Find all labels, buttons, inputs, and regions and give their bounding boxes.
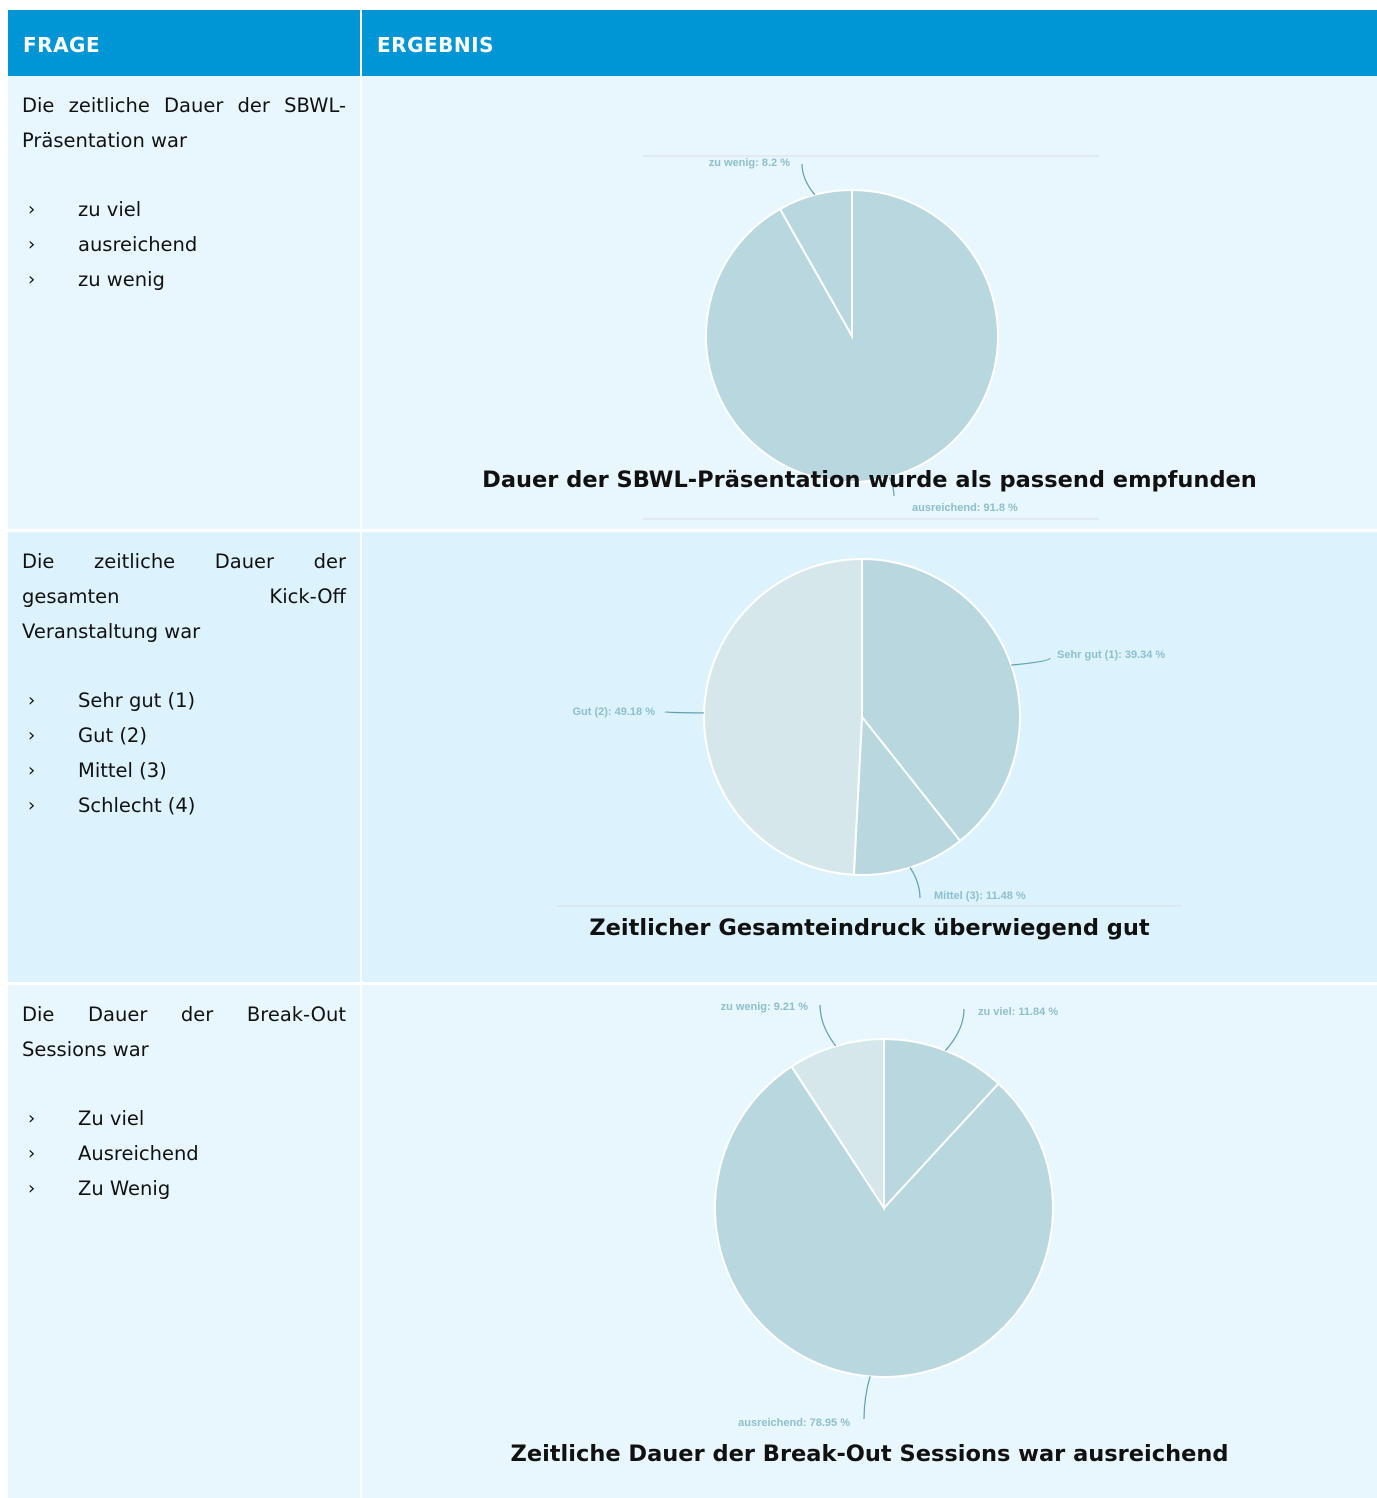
header-question-cell: FRAGE [8, 10, 362, 76]
chart-caption: Zeitlicher Gesamteindruck überwiegend gu… [589, 915, 1150, 941]
option-label: Mittel (3) [78, 759, 167, 782]
table-row: Die zeitliche Dauer der gesamten Kick-Of… [8, 532, 1377, 985]
list-item: › Gut (2) [22, 718, 346, 753]
pie-slice [778, 188, 853, 340]
question-line: Die Dauer der Break-Out [22, 1003, 346, 1026]
question-line: Präsentation war [22, 129, 187, 152]
data-label: ausreichend: 78.95 % [738, 1417, 850, 1429]
option-label: Zu Wenig [78, 1177, 171, 1200]
question-cell: Die Dauer der Break-Out Sessions war › Zu… [8, 985, 362, 1498]
leader-line [944, 1008, 965, 1051]
leader-line [909, 867, 921, 899]
list-item: › Zu Wenig [22, 1171, 346, 1206]
header-result-label: ERGEBNIS [377, 33, 494, 57]
list-item: › Schlecht (4) [22, 788, 346, 823]
chevron-right-icon: › [28, 760, 36, 781]
question-line: Sessions war [22, 1038, 149, 1061]
list-item: › Mittel (3) [22, 753, 346, 788]
list-item: › zu wenig [22, 262, 346, 297]
chevron-right-icon: › [28, 234, 36, 255]
option-label: Ausreichend [78, 1142, 199, 1165]
chevron-right-icon: › [28, 199, 36, 220]
data-label: Gut (2): 49.18 % [572, 706, 655, 718]
chevron-right-icon: › [28, 1108, 36, 1129]
chevron-right-icon: › [28, 795, 36, 816]
option-label: Zu viel [78, 1107, 145, 1130]
data-label: Sehr gut (1): 39.34 % [1057, 649, 1165, 661]
chevron-right-icon: › [28, 1178, 36, 1199]
leader-line [1011, 657, 1051, 666]
data-label: zu wenig: 9.21 % [721, 1001, 809, 1013]
chevron-right-icon: › [28, 690, 36, 711]
leader-line [664, 711, 705, 714]
table-row: Die Dauer der Break-Out Sessions war › Zu… [8, 985, 1377, 1498]
pie-slice [883, 1037, 1000, 1211]
list-item: › Zu viel [22, 1101, 346, 1136]
leader-line [888, 476, 895, 497]
table-row: Die zeitliche Dauer der SBWL- Präsentati… [8, 76, 1377, 532]
option-label: zu wenig [78, 268, 165, 291]
result-cell: zu viel: 11.84 % ausreichend: 78.95 % zu w… [362, 985, 1377, 1498]
option-label: ausreichend [78, 233, 198, 256]
chevron-right-icon: › [28, 269, 36, 290]
results-table: FRAGE ERGEBNIS Die zeitliche Dauer der S… [8, 10, 1377, 1498]
pie-slice [852, 714, 962, 876]
option-list: › zu viel › ausreichend › zu wenig [22, 192, 346, 297]
question-line: Veranstaltung war [22, 620, 201, 643]
option-list: › Sehr gut (1) › Gut (2) › Mittel (3) › Schl… [22, 683, 346, 823]
pie-chart: zu viel: 11.84 % ausreichend: 78.95 % zu w… [714, 1001, 1058, 1429]
header-result-cell: ERGEBNIS [362, 10, 1377, 76]
option-label: Schlecht (4) [78, 794, 196, 817]
question-line: Die zeitliche Dauer der [22, 550, 346, 573]
option-label: Sehr gut (1) [78, 689, 196, 712]
question-cell: Die zeitliche Dauer der SBWL- Präsentati… [8, 76, 362, 529]
chevron-right-icon: › [28, 725, 36, 746]
table-header: FRAGE ERGEBNIS [8, 10, 1377, 76]
question-line: Die zeitliche Dauer der SBWL- [22, 94, 346, 117]
header-question-label: FRAGE [23, 33, 101, 57]
list-item: › zu viel [22, 192, 346, 227]
pie-slice [703, 557, 863, 876]
pie-chart: ausreichend: 91.8 % zu wenig: 8.2 % [643, 155, 1099, 520]
data-label: ausreichend: 91.8 % [912, 502, 1018, 514]
question-cell: Die zeitliche Dauer der gesamten Kick-Of… [8, 532, 362, 982]
pie-slice [714, 1065, 1054, 1378]
data-label: zu viel: 11.84 % [978, 1006, 1058, 1018]
list-item: › Sehr gut (1) [22, 683, 346, 718]
result-cell: Sehr gut (1): 39.34 % Mittel (3): 11.48 %… [362, 532, 1377, 982]
chart-caption: Dauer der SBWL-Präsentation wurde als pa… [482, 467, 1257, 493]
chart-caption: Zeitliche Dauer der Break-Out Sessions w… [510, 1441, 1229, 1467]
data-label: Mittel (3): 11.48 % [934, 890, 1026, 902]
option-list: › Zu viel › Ausreichend › Zu Wenig [22, 1101, 346, 1206]
data-label: zu wenig: 8.2 % [709, 157, 791, 169]
leader-line [863, 1376, 871, 1420]
pie-chart: Sehr gut (1): 39.34 % Mittel (3): 11.48 %… [557, 557, 1182, 907]
chevron-right-icon: › [28, 1143, 36, 1164]
option-label: zu viel [78, 198, 142, 221]
list-item: › Ausreichend [22, 1136, 346, 1171]
option-label: Gut (2) [78, 724, 147, 747]
question-line: gesamten Kick-Off [22, 585, 346, 608]
list-item: › ausreichend [22, 227, 346, 262]
leader-line [819, 1004, 837, 1047]
leader-line [801, 163, 816, 196]
result-cell: ausreichend: 91.8 % zu wenig: 8.2 % Dauer… [362, 76, 1377, 529]
